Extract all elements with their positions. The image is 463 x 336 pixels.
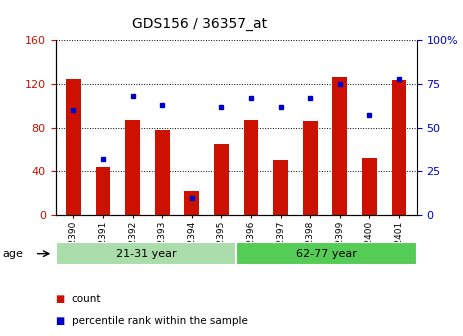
- Bar: [236, 242, 417, 265]
- Text: ■: ■: [56, 316, 65, 326]
- Bar: [95, 167, 110, 215]
- Bar: [184, 191, 199, 215]
- Bar: [303, 121, 318, 215]
- Bar: [56, 242, 236, 265]
- Bar: [332, 77, 347, 215]
- Text: 21-31 year: 21-31 year: [116, 249, 176, 259]
- Bar: [66, 79, 81, 215]
- Bar: [362, 158, 377, 215]
- Bar: [155, 130, 169, 215]
- Bar: [244, 120, 258, 215]
- Bar: [125, 120, 140, 215]
- Bar: [392, 80, 407, 215]
- Bar: [273, 161, 288, 215]
- Bar: [214, 144, 229, 215]
- Text: GDS156 / 36357_at: GDS156 / 36357_at: [131, 17, 267, 31]
- Text: 62-77 year: 62-77 year: [296, 249, 357, 259]
- Text: count: count: [72, 294, 101, 304]
- Text: percentile rank within the sample: percentile rank within the sample: [72, 316, 248, 326]
- Text: age: age: [2, 249, 23, 259]
- Text: ■: ■: [56, 294, 65, 304]
